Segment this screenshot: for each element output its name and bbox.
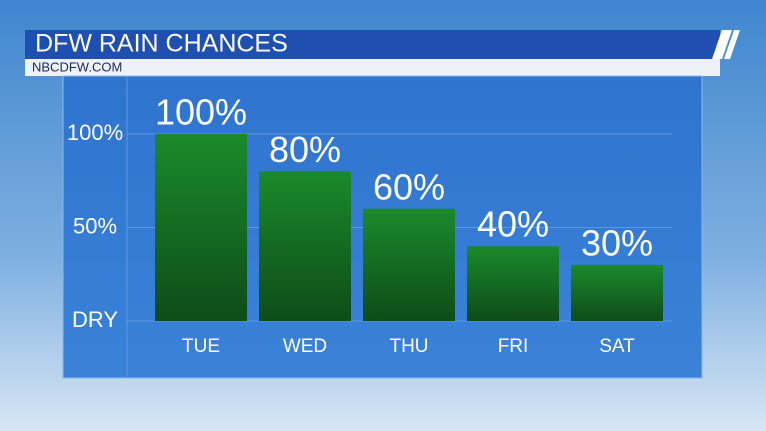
x-tick-label: TUE xyxy=(182,336,220,357)
value-label: 80% xyxy=(269,129,341,170)
y-tick-label: DRY xyxy=(72,307,118,332)
stripe xyxy=(712,30,732,59)
x-tick-label: SAT xyxy=(599,336,635,357)
value-label: 60% xyxy=(373,166,445,207)
bar-shade xyxy=(259,171,351,321)
bar-shade xyxy=(467,246,559,321)
y-tick-label: 50% xyxy=(73,213,117,238)
title-bar xyxy=(25,30,720,59)
value-label: 100% xyxy=(155,92,247,133)
stripe xyxy=(724,30,740,59)
bar-shade xyxy=(363,208,455,321)
x-tick-label: FRI xyxy=(498,336,529,357)
x-tick-label: THU xyxy=(389,336,428,357)
value-label: 40% xyxy=(477,204,549,245)
bar-shade xyxy=(571,264,663,321)
x-tick-label: WED xyxy=(283,336,327,357)
y-tick-label: 100% xyxy=(67,120,123,145)
bar-shade xyxy=(155,134,247,321)
value-label: 30% xyxy=(581,222,653,263)
chart-subtitle: NBCDFW.COM xyxy=(32,59,122,74)
subtitle-bar xyxy=(25,59,720,76)
chart-title: DFW RAIN CHANCES xyxy=(35,30,288,58)
